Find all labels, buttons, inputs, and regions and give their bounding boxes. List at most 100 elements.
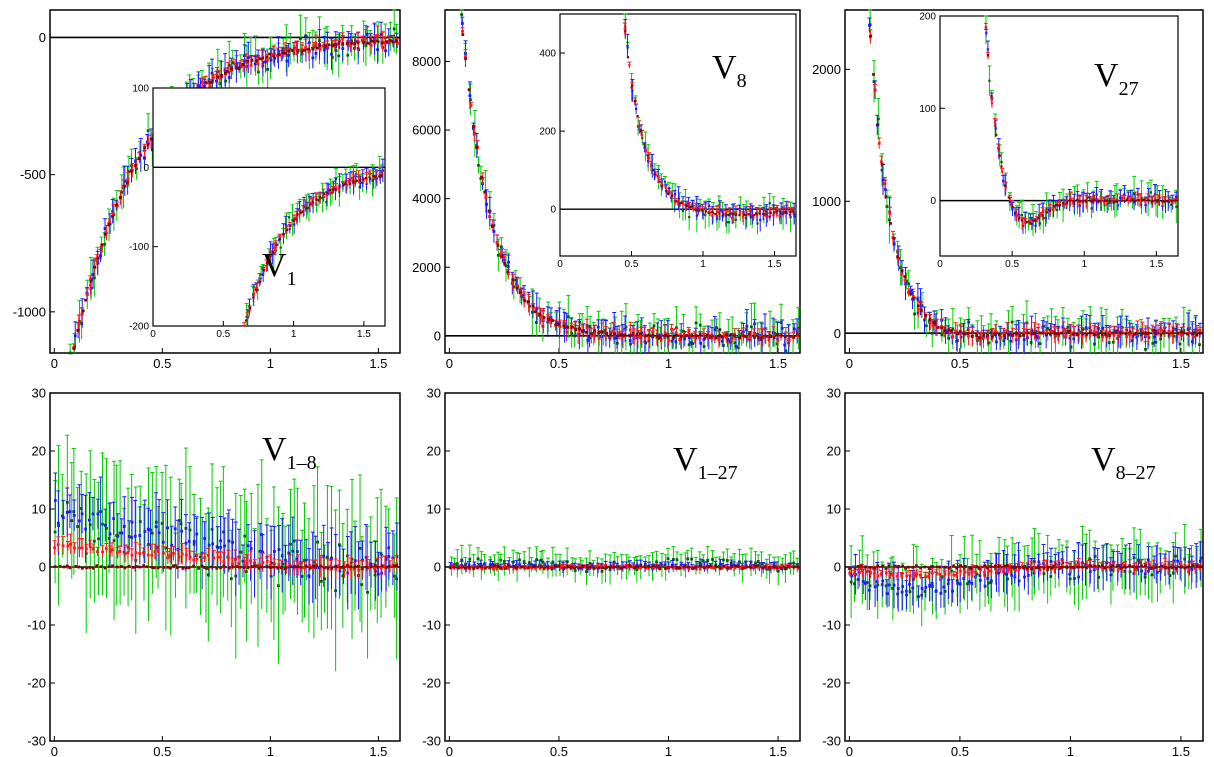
panel-p1-inset-red-point [380, 173, 383, 176]
panel-p3-green-point [987, 341, 991, 345]
panel-p3-inset-red-point [1021, 222, 1024, 226]
panel-p2-green-point [573, 334, 577, 338]
panel-p3-red-point [1156, 329, 1160, 333]
panel-p3-red-point [1069, 332, 1073, 335]
panel-p4-red-point [258, 563, 262, 567]
panel-p3-inset-darkred-point [1154, 199, 1158, 202]
panel-p2-inset-red-point [731, 217, 734, 220]
panel-p3-inset-ytick-label: 200 [919, 12, 936, 23]
panel-p2-darkred-point [475, 146, 479, 149]
panel-p2-darkred-point [672, 336, 675, 339]
panel-p4-blue-point [291, 549, 295, 553]
panel-p1-inset-darkred-point [262, 269, 266, 272]
panel-p2-red-point [667, 338, 671, 342]
panel-p4-red-point [166, 556, 170, 560]
panel-p4-green-point [256, 564, 260, 568]
panel-p4-blue-point [65, 511, 69, 514]
panel-p2-darkred-point [487, 209, 491, 213]
panel-p3-red-point [883, 182, 887, 185]
panel-p3-inset-green-point [1103, 204, 1106, 207]
panel-p2-inset-darkred-point [646, 154, 649, 157]
panel-p3-darkred-point [1128, 330, 1132, 334]
panel-p2-inset-red-point [734, 211, 737, 214]
panel-p1-inset-darkred-point [311, 200, 314, 203]
panel-p4-blue-point [307, 575, 311, 579]
panel-p3-title-sub: 27 [1119, 78, 1139, 100]
panel-p4-red-point [168, 554, 172, 557]
panel-p3-red-point [916, 307, 920, 311]
panel-p1-darkred-point [258, 57, 262, 61]
panel-p3-inset-darkred-point [1096, 200, 1099, 203]
panel-p3-blue-point [911, 297, 914, 301]
panel-p2-axes-xtick-label: 0 [446, 356, 453, 371]
panel-p2-darkred-point [590, 332, 594, 335]
panel-p1-inset-darkred-point [276, 243, 279, 246]
panel-p3-green-point [876, 117, 880, 121]
panel-p3-inset-green-point [1045, 207, 1048, 210]
panel-p3-inset-blue-point [1174, 195, 1178, 199]
panel-p1-darkred-point [350, 41, 354, 45]
panel-p3-red-point [1125, 335, 1129, 339]
panel-p3-red-point [928, 320, 932, 324]
panel-p4-blue-point [161, 540, 165, 544]
panel-p3-red-point [1080, 334, 1084, 338]
panel-p1-red-point [85, 293, 89, 296]
panel-p3-inset-xtick-label: 1.5 [1149, 259, 1163, 270]
panel-p4-green-point [296, 550, 299, 554]
panel-p3-red-point [1002, 331, 1005, 335]
panel-p3-inset-red-point [1018, 216, 1021, 219]
panel-p1-blue-point [314, 51, 318, 55]
panel-p4-red-point [269, 564, 272, 567]
panel-p3-inset-blue-point [1017, 213, 1020, 216]
panel-p1-darkred-point [254, 59, 258, 63]
panel-p2-blue-point [683, 337, 687, 341]
panel-p3-red-point [940, 325, 943, 328]
panel-p2-inset-darkred-point [670, 194, 673, 198]
panel-p1-darkred-point [89, 279, 93, 283]
panel-p4-green-point [277, 584, 280, 588]
panel-p3-inset-darkred-point [1076, 198, 1079, 201]
panel-p3-inset-red-point [1102, 200, 1105, 203]
panel-p3-inset-darkred-point [1020, 219, 1024, 222]
panel-p1-darkred-point [230, 67, 234, 71]
panel-p3-darkred-point [997, 333, 1001, 337]
panel-p2-red-point [617, 331, 621, 335]
panel-p2-inset-green-point [663, 180, 667, 183]
panel-p2-red-point [484, 196, 488, 200]
panel-p2-red-point [522, 298, 526, 301]
panel-p2-blue-point [792, 327, 796, 331]
panel-p1-inset-green-point [256, 289, 259, 292]
panel-p1-darkred-point [107, 222, 111, 226]
panel-p4-green-point [150, 531, 154, 535]
panel-p1-blue-point [103, 227, 107, 230]
panel-p1-darkred-point [389, 39, 392, 43]
panel-p2-darkred-point [578, 327, 582, 331]
panel-p2-darkred-point [631, 332, 635, 335]
panel-p3-inset-darkred-point [1032, 219, 1035, 222]
panel-p3-darkred-point [1007, 333, 1011, 337]
panel-p3-inset-red-point [1168, 199, 1171, 202]
panel-p3-blue-point [1171, 326, 1175, 330]
panel-p3-darkred-point [1088, 331, 1092, 335]
panel-p1-inset-darkred-point [305, 207, 308, 210]
panel-p4-blue-point [133, 534, 137, 538]
panel-p3-darkred-point [990, 335, 994, 339]
panel-p4-blue-point [130, 520, 134, 524]
panel-p4-red-point [245, 560, 249, 563]
panel-p3-inset-red-point [1001, 170, 1004, 173]
panel-p3-darkred-point [892, 237, 896, 240]
panel-p4-blue-point [116, 534, 120, 538]
panel-p2-red-point [539, 315, 543, 319]
panel-p2-inset-blue-point [631, 89, 634, 92]
panel-p1-inset-green-point [268, 253, 271, 257]
panel-p1-axes-ytick-label: 0 [39, 30, 46, 45]
panel-p2-blue-point [628, 339, 632, 342]
panel-p4-blue-point [180, 529, 183, 533]
panel-p1-green-point [337, 54, 341, 58]
panel-p2-axes-ytick-label: 8000 [412, 54, 441, 69]
panel-p2-blue-point [651, 335, 655, 339]
panel-p1-red-point [218, 76, 222, 80]
panel-p2-inset-red-point [670, 193, 673, 196]
